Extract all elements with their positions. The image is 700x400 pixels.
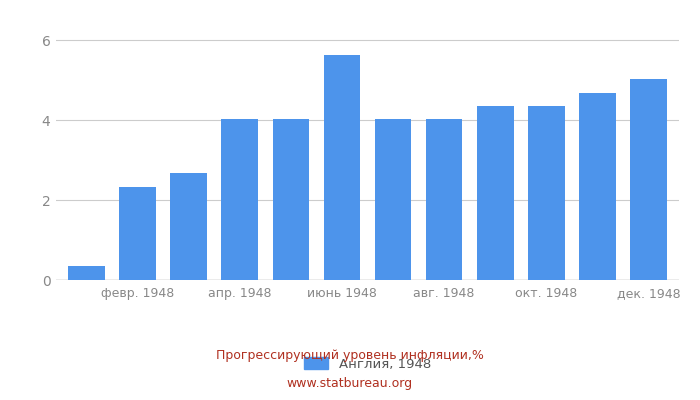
Bar [272, 119, 309, 280]
Bar [374, 119, 412, 280]
Bar [630, 79, 666, 280]
Text: Прогрессирующий уровень инфляции,%: Прогрессирующий уровень инфляции,% [216, 350, 484, 362]
Bar [528, 106, 565, 280]
Legend: Англия, 1948: Англия, 1948 [304, 357, 430, 370]
Bar [579, 93, 616, 280]
Bar [477, 106, 514, 280]
Bar [119, 187, 156, 280]
Text: www.statbureau.org: www.statbureau.org [287, 378, 413, 390]
Bar [221, 119, 258, 280]
Bar [69, 266, 105, 280]
Bar [323, 55, 360, 280]
Bar [426, 119, 463, 280]
Bar [170, 173, 207, 280]
